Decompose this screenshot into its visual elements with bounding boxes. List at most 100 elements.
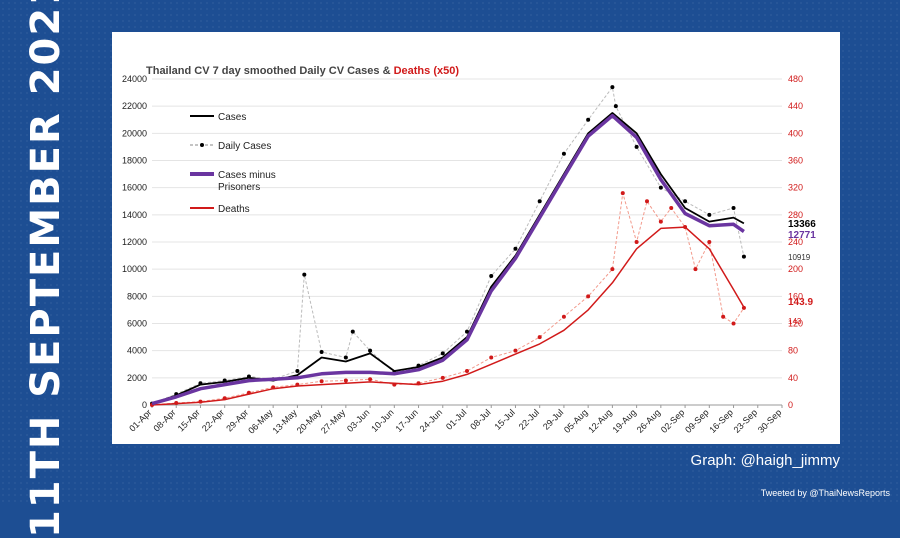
legend-prisoners-label: Cases minus Prisoners: [218, 170, 279, 193]
series-line-cases: [151, 112, 745, 405]
data-point-daily-cases: [586, 117, 591, 122]
x-tick-label: 22-Apr: [200, 407, 226, 433]
x-tick-labels: 01-Apr08-Apr15-Apr22-Apr29-Apr06-May13-M…: [127, 407, 783, 436]
graph-credit: Graph: @haigh_jimmy: [690, 452, 840, 469]
y-left-tick-label: 6000: [127, 319, 147, 329]
x-tick-label: 02-Sep: [659, 407, 687, 435]
chart-title-deaths: Deaths (x50): [394, 65, 460, 77]
legend-prisoners-line1: Cases minus: [218, 170, 276, 181]
y-left-tick-label: 22000: [122, 101, 147, 111]
y-left-tick-label: 4000: [127, 346, 147, 356]
x-tick-label: 27-May: [319, 407, 348, 436]
y-left-tick-label: 24000: [122, 74, 147, 84]
data-point-deaths-daily-: [513, 348, 518, 353]
y-right-tick-label: 40: [788, 373, 798, 383]
x-tick-label: 15-Apr: [176, 407, 202, 433]
x-tick-label: 12-Aug: [586, 407, 614, 435]
legend-cases-label: Cases: [218, 112, 246, 123]
x-tick-label: 06-May: [246, 407, 275, 436]
y-right-tick-label: 360: [788, 156, 803, 166]
data-point-deaths-daily-: [586, 294, 591, 299]
data-point-daily-cases: [731, 206, 736, 211]
y-right-tick-label: 120: [788, 319, 803, 329]
y-left-tick-label: 10000: [122, 264, 147, 274]
data-point-daily-cases: [613, 104, 618, 109]
y-right-tick-labels: 0 40 80 120 160 200 240 280 320 360 400 440 480: [788, 74, 803, 410]
x-tick-label: 09-Sep: [683, 407, 711, 435]
end-label-cases: 13366: [788, 219, 816, 230]
chart-card: Thailand CV 7 day smoothed Daily CV Case…: [112, 32, 840, 444]
data-point-deaths-daily-: [645, 199, 649, 204]
y-right-tick-label: 200: [788, 264, 803, 274]
data-point-daily-cases: [513, 246, 518, 251]
end-label-deaths-smoothed: 143.9: [788, 297, 813, 308]
data-point-deaths-daily-: [465, 369, 469, 374]
x-tick-label: 23-Sep: [732, 407, 760, 435]
y-right-tick-label: 0: [788, 400, 793, 410]
x-tick-label: 26-Aug: [635, 407, 663, 435]
data-point-deaths-daily-: [721, 314, 726, 319]
x-tick-label: 22-Jul: [517, 407, 541, 431]
y-right-tick-label: 160: [788, 291, 803, 301]
data-point-daily-cases: [741, 254, 746, 259]
y-left-tick-labels: 0 2000 4000 6000 8000 10000 12000 14000 16000 180…: [122, 74, 147, 410]
data-point-deaths-daily-: [343, 378, 348, 383]
legend-prisoners-line2: Prisoners: [218, 182, 260, 193]
series-line-deaths-daily-: [151, 192, 745, 406]
data-point-daily-cases: [561, 151, 566, 156]
data-point-deaths-daily-: [537, 335, 542, 340]
data-point-daily-cases: [343, 355, 348, 360]
x-tick-label: 10-Jun: [369, 407, 396, 434]
y-left-tick-label: 2000: [127, 373, 147, 383]
data-point-daily-cases: [368, 348, 373, 353]
data-point-daily-cases: [319, 350, 324, 355]
x-tick-label: 17-Jun: [393, 407, 420, 434]
x-tick-label: 19-Aug: [610, 407, 638, 435]
data-point-deaths-daily-: [634, 240, 639, 244]
end-label-deaths-daily: 143: [788, 317, 802, 326]
x-tick-label: 08-Jul: [468, 407, 492, 431]
data-point-daily-cases: [465, 329, 469, 334]
data-point-deaths-daily-: [669, 206, 674, 211]
end-labels: 13366 12771 10919 143.9 143: [788, 219, 816, 326]
data-point-daily-cases: [658, 185, 663, 190]
data-point-daily-cases: [537, 199, 542, 204]
side-title: 11TH SEPTEMBER 2021: [22, 0, 70, 538]
grid-lines: [152, 78, 782, 406]
axes: [151, 404, 783, 408]
data-point-deaths-daily-: [561, 314, 566, 319]
x-tick-label: 05-Aug: [562, 407, 590, 435]
legend: Cases Daily Cases Cases minus Prisoners …: [190, 112, 279, 215]
series-line-deaths: [151, 226, 745, 406]
data-point-deaths-daily-: [610, 267, 615, 272]
legend-deaths-label: Deaths: [218, 204, 250, 215]
data-point-deaths-daily-: [731, 321, 736, 326]
data-point-daily-cases: [610, 85, 615, 90]
x-tick-label: 15-Jul: [492, 407, 516, 431]
data-point-daily-cases: [295, 369, 300, 374]
chart-title: Thailand CV 7 day smoothed Daily CV Case…: [146, 65, 459, 77]
y-left-tick-label: 12000: [122, 237, 147, 247]
y-right-tick-label: 480: [788, 74, 803, 84]
data-point-daily-cases: [683, 199, 688, 204]
y-left-tick-label: 20000: [122, 128, 147, 138]
x-tick-label: 01-Jul: [444, 407, 468, 431]
data-point-daily-cases: [440, 351, 445, 356]
data-point-daily-cases: [489, 273, 494, 278]
y-right-tick-label: 440: [788, 101, 803, 111]
y-right-tick-label: 320: [788, 183, 803, 193]
x-tick-label: 20-May: [295, 407, 324, 436]
data-point-deaths-daily-: [693, 267, 698, 272]
x-tick-label: 24-Jun: [418, 407, 445, 434]
y-left-tick-label: 18000: [122, 156, 147, 166]
y-right-tick-label: 80: [788, 346, 798, 356]
series-line-cases-minus-prisoners: [151, 113, 745, 406]
data-point-deaths-daily-: [319, 379, 324, 384]
data-point-daily-cases: [302, 272, 307, 277]
x-tick-label: 01-Apr: [127, 407, 153, 433]
end-label-daily: 10919: [788, 253, 811, 262]
data-point-deaths-daily-: [658, 219, 663, 224]
chart-title-main: Thailand CV 7 day smoothed Daily CV Case…: [146, 65, 394, 77]
y-left-tick-label: 8000: [127, 291, 147, 301]
x-tick-label: 16-Sep: [707, 407, 735, 435]
